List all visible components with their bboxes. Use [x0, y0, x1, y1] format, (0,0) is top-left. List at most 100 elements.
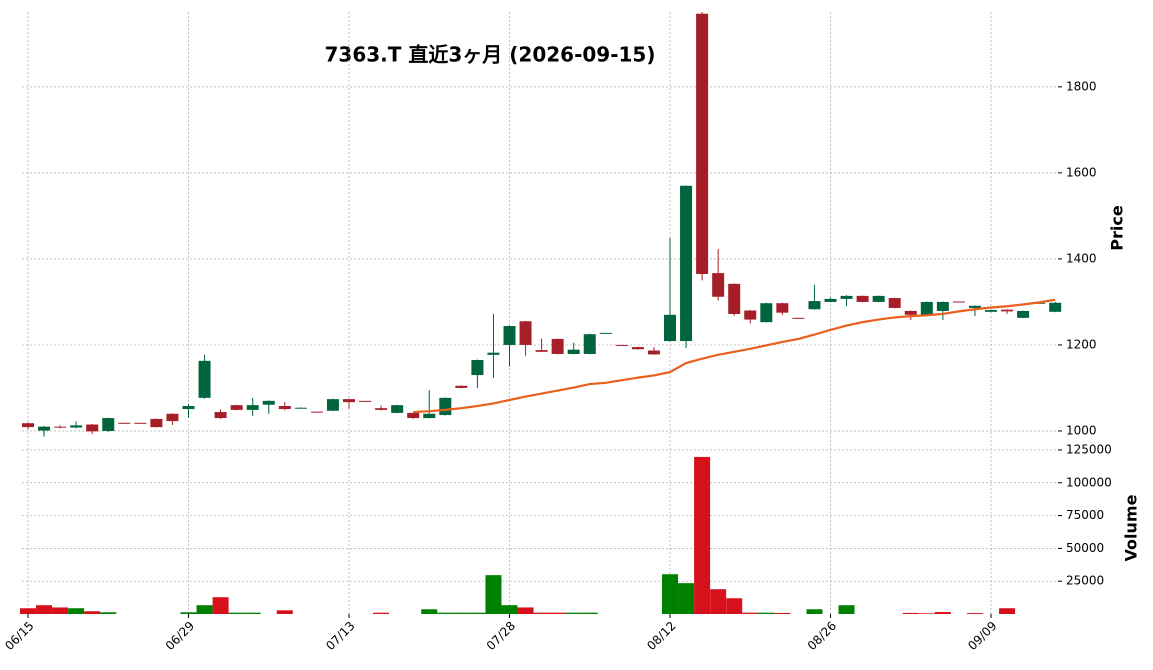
volume-bar: [180, 612, 197, 614]
candle-body: [439, 397, 452, 416]
candle-body: [310, 411, 323, 413]
volume-bar: [36, 605, 53, 614]
candle-body: [214, 412, 227, 419]
candle-body: [70, 425, 83, 428]
candle-body: [519, 321, 532, 345]
volume-bar: [533, 612, 550, 614]
candle-body: [54, 426, 67, 428]
y-tick-label: 1400: [1066, 251, 1097, 265]
volume-bar: [742, 612, 759, 614]
candle-body: [888, 298, 901, 308]
candle-body: [150, 418, 163, 428]
y-tick-label: 1000: [1066, 423, 1097, 437]
candle-body: [985, 310, 997, 312]
volume-tick-label: 125000: [1066, 442, 1112, 456]
candle-body: [343, 399, 355, 403]
candle-body: [182, 406, 195, 410]
x-tick-label: 06/15: [2, 619, 36, 653]
candle-body: [952, 301, 965, 303]
candle-body: [471, 359, 484, 376]
x-tick-label: 06/29: [163, 619, 197, 653]
candle-body: [1017, 310, 1030, 318]
candle-body: [326, 399, 339, 411]
x-tick-label: 09/09: [965, 619, 999, 653]
volume-bar: [918, 613, 935, 614]
volume-bar: [469, 612, 486, 614]
volume-bar: [581, 612, 598, 614]
candle-body: [904, 310, 917, 315]
chart-title: 7363.T 直近3ヶ月 (2026-09-15): [325, 43, 656, 67]
candle-body: [166, 413, 179, 422]
y-tick-label: 1800: [1066, 79, 1097, 93]
candle-body: [134, 422, 147, 424]
volume-bar: [838, 605, 855, 614]
volume-bar: [662, 574, 678, 614]
candle-body: [712, 273, 725, 297]
volume-bar: [517, 607, 534, 614]
candle-body: [22, 423, 34, 428]
y-tick-label: 1200: [1066, 337, 1097, 351]
volume-bar: [485, 575, 502, 614]
volume-bar: [68, 608, 85, 614]
volume-bar: [228, 612, 245, 614]
volume-bar: [421, 609, 438, 614]
candle-body: [776, 303, 789, 313]
x-tick-label: 08/26: [805, 619, 839, 653]
volume-bar: [694, 456, 711, 614]
x-tick-label: 07/28: [484, 619, 518, 653]
volume-bar: [774, 612, 791, 614]
candle-body: [455, 385, 468, 388]
candle-body: [647, 350, 660, 355]
volume-axis-label: Volume: [1122, 494, 1141, 561]
candle-body: [583, 334, 596, 354]
volume-bar: [934, 612, 951, 614]
volume-bar: [549, 612, 566, 614]
volume-bar: [196, 605, 213, 614]
candle-body: [359, 400, 372, 402]
volume-bar: [806, 609, 823, 614]
candle-body: [503, 326, 516, 345]
volume-bar: [20, 608, 36, 614]
candle-body: [792, 317, 805, 319]
volume-bar: [437, 612, 454, 614]
candle-body: [599, 332, 612, 334]
volume-bar: [453, 612, 470, 614]
candle-body: [246, 405, 259, 410]
volume-bar: [758, 612, 775, 614]
candle-body: [262, 400, 275, 405]
x-tick-label: 07/13: [323, 619, 357, 653]
volume-bar: [52, 607, 69, 614]
candle-body: [824, 298, 837, 302]
candle-body: [615, 344, 628, 346]
candle-body: [407, 412, 420, 419]
candle-body: [278, 406, 291, 410]
candle-body: [744, 310, 757, 320]
candle-body: [102, 418, 115, 431]
candle-body: [631, 347, 644, 350]
volume-tick-label: 100000: [1066, 475, 1112, 489]
x-tick-label: 08/12: [644, 619, 678, 653]
candle-body: [551, 338, 564, 354]
candle-body: [920, 301, 933, 315]
volume-bar: [565, 612, 582, 614]
candle-body: [487, 352, 500, 355]
candle-body: [118, 422, 131, 424]
candle-body: [294, 407, 307, 409]
candle-body: [198, 360, 211, 398]
candle-body: [535, 350, 548, 352]
volume-tick-label: 25000: [1066, 574, 1104, 588]
candle-body: [808, 301, 821, 310]
candle-body: [230, 405, 243, 410]
volume-bar: [212, 597, 229, 614]
candle-body: [423, 413, 436, 419]
volume-tick-label: 50000: [1066, 541, 1104, 555]
volume-bar: [726, 598, 743, 614]
moving-average-line: [413, 298, 1056, 414]
candle-body: [664, 314, 676, 342]
candle-body: [567, 349, 580, 354]
volume-bar: [244, 612, 261, 614]
candle-body: [1049, 302, 1062, 312]
candle-body: [728, 283, 741, 314]
candle-body: [760, 303, 773, 323]
y-axis-label: Price: [1108, 205, 1127, 251]
